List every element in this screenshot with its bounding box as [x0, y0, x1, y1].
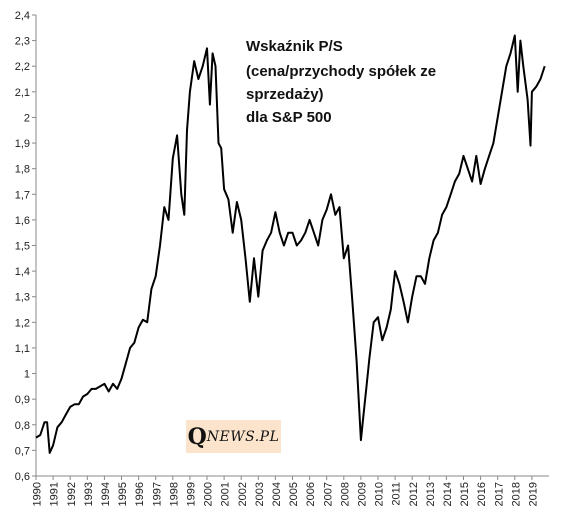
y-tick-label: 0,6 — [15, 471, 30, 483]
y-tick-label: 0,8 — [15, 420, 30, 432]
chart-title: Wskaźnik P/S (cena/przychody spółek ze s… — [246, 38, 436, 126]
title-line-3: sprzedaży) — [246, 86, 324, 103]
y-tick-label: 1,2 — [15, 317, 30, 329]
y-tick-label: 2,4 — [15, 10, 30, 22]
y-tick-label: 1 — [24, 369, 30, 381]
x-tick-label: 2005 — [288, 482, 300, 506]
x-tick-label: 1998 — [168, 482, 180, 506]
x-tick-label: 2017 — [493, 482, 505, 506]
series-group — [35, 34, 546, 454]
y-tick-label: 1,4 — [15, 266, 30, 278]
x-tick-label: 2008 — [339, 482, 351, 506]
series-line-0 — [35, 34, 546, 454]
logo-q-letter: Q — [187, 423, 207, 450]
x-tick-label: 2004 — [271, 482, 283, 506]
x-tick-label: 2015 — [459, 482, 471, 506]
x-tick-label: 2002 — [237, 482, 249, 506]
x-tick-label: 1997 — [151, 482, 163, 506]
y-tick-label: 2,3 — [15, 36, 30, 48]
y-tick-label: 1,5 — [15, 241, 30, 253]
x-axis-ticks: 1990 1991 1992 1993 1994 1995 1996 1997 1998 1999… — [32, 476, 539, 506]
x-tick-label: 2011 — [391, 482, 403, 506]
x-tick-label: 2009 — [356, 482, 368, 506]
x-tick-label: 2001 — [220, 482, 232, 506]
x-tick-label: 2010 — [374, 482, 386, 506]
y-tick-label: 1,3 — [15, 292, 30, 304]
y-tick-label: 2,2 — [15, 61, 30, 73]
y-axis-ticks: 0,6 0,7 0,8 0,9 1 1,1 1,2 1,3 1,4 1,5 1,6 1,7 1,8 1,9… — [15, 10, 36, 483]
title-line-4: dla S&P 500 — [246, 109, 332, 126]
y-tick-label: 1,7 — [15, 189, 30, 201]
x-tick-label: 1992 — [66, 482, 78, 506]
x-tick-label: 2016 — [476, 482, 488, 506]
title-line-1: Wskaźnik P/S — [246, 38, 343, 55]
logo-text: NEWS.PL — [206, 428, 280, 445]
x-tick-label: 1999 — [185, 482, 197, 506]
x-tick-label: 2003 — [254, 482, 266, 506]
x-tick-label: 2000 — [203, 482, 215, 506]
x-tick-label: 1996 — [134, 482, 146, 506]
y-tick-label: 2,1 — [15, 87, 30, 99]
x-tick-label: 2018 — [510, 482, 522, 506]
y-tick-label: 1,1 — [15, 343, 30, 355]
x-tick-label: 1995 — [117, 482, 129, 506]
x-tick-label: 2006 — [305, 482, 317, 506]
x-tick-label: 1993 — [83, 482, 95, 506]
y-tick-label: 0,7 — [15, 445, 30, 457]
y-tick-label: 1,9 — [15, 138, 30, 150]
x-tick-label: 2014 — [442, 482, 454, 506]
y-tick-label: 2 — [24, 112, 30, 124]
x-tick-label: 2019 — [527, 482, 539, 506]
x-tick-label: 1994 — [100, 482, 112, 506]
x-tick-label: 1990 — [32, 482, 44, 506]
x-tick-label: 2012 — [408, 482, 420, 506]
x-tick-label: 2007 — [322, 482, 334, 506]
y-tick-label: 1,8 — [15, 164, 30, 176]
y-tick-label: 1,6 — [15, 215, 30, 227]
x-tick-label: 1991 — [49, 482, 61, 506]
chart-axes — [35, 15, 549, 477]
y-tick-label: 0,9 — [15, 394, 30, 406]
title-line-2: (cena/przychody spółek ze — [246, 63, 436, 80]
qnews-logo: Q NEWS.PL — [186, 420, 281, 453]
x-tick-label: 2013 — [425, 482, 437, 506]
